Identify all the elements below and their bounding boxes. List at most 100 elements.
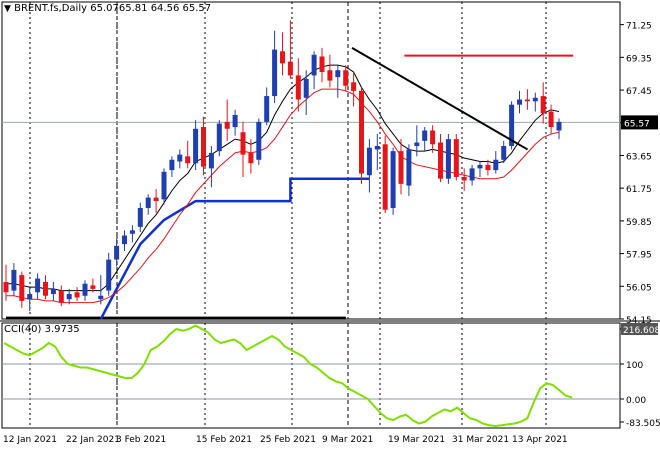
candle-body	[161, 171, 167, 200]
support-line	[99, 177, 370, 320]
candle-body	[295, 75, 301, 100]
y-tick-label: 59.85	[626, 218, 652, 228]
price-tag-box	[621, 115, 658, 130]
candle-body	[493, 159, 499, 171]
y-tick-label: 67.45	[626, 87, 652, 97]
candle-body	[3, 281, 9, 293]
candle-body	[501, 145, 507, 160]
candle-body	[382, 144, 388, 210]
cci-tick-label: 100	[626, 361, 643, 371]
candle-body	[43, 281, 48, 296]
candle-body	[232, 115, 238, 128]
candle-body	[201, 127, 206, 167]
candle-body	[414, 142, 420, 146]
candle-body	[311, 54, 317, 76]
y-tick-label: 71.25	[626, 22, 652, 32]
candle-body	[82, 283, 88, 296]
candle-body	[208, 152, 214, 169]
candle-body	[524, 99, 530, 102]
main-chart-frame	[1, 1, 621, 320]
candle-body	[122, 235, 127, 245]
x-tick-label: 9 Mar 2021	[322, 435, 373, 445]
y-tick-label: 63.65	[626, 152, 652, 162]
candle-body	[185, 156, 191, 164]
candle-body	[351, 82, 357, 91]
candle-body	[98, 295, 104, 300]
candle-body	[438, 142, 443, 179]
x-tick-label: 12 Jan 2021	[3, 435, 57, 445]
candle-body	[287, 61, 293, 76]
y-tick-label: 61.75	[626, 185, 652, 195]
x-tick-label: 25 Feb 2021	[260, 435, 316, 445]
candle-body	[169, 159, 175, 171]
candle-body	[335, 70, 341, 78]
indicator-frame	[1, 322, 621, 429]
candle-body	[11, 269, 17, 291]
x-tick-label: 3 Feb 2021	[116, 435, 166, 445]
candle-body	[216, 123, 222, 152]
candle-body	[35, 278, 41, 293]
candle-body	[114, 245, 120, 260]
candle-body	[272, 49, 278, 97]
candle-body	[240, 132, 246, 155]
ema-fast-line	[6, 64, 560, 292]
candle-body	[398, 151, 404, 184]
candle-body	[27, 294, 33, 300]
cci-tick-label: -83.5053	[626, 419, 660, 429]
low-value: 64.56	[150, 3, 180, 14]
close-value: 65.57	[182, 3, 212, 14]
candle-body	[453, 139, 459, 177]
candle-body	[248, 152, 254, 164]
candle-body	[532, 97, 538, 102]
candle-body	[485, 164, 491, 171]
candle-body	[540, 96, 546, 114]
candle-body	[50, 288, 56, 295]
candle-body	[66, 294, 72, 300]
candle-body	[145, 197, 151, 208]
candle-body	[327, 70, 333, 81]
downtrend-line	[351, 47, 529, 151]
candle-body	[343, 70, 349, 86]
y-tick-label: 56.05	[626, 283, 652, 293]
cci-max-tag	[621, 323, 658, 335]
candle-body	[390, 151, 396, 208]
candle-body	[548, 111, 554, 128]
x-tick-label: 31 Mar 2021	[452, 435, 509, 445]
candle-body	[517, 99, 522, 105]
candle-body	[19, 275, 25, 301]
x-tick-label: 22 Jan 2021	[66, 435, 120, 445]
cci-tick-label: 216.608	[623, 326, 660, 336]
candle-body	[556, 121, 562, 131]
candle-body	[193, 128, 199, 164]
candle-body	[469, 168, 475, 181]
candle-body	[90, 285, 96, 289]
candle-body	[406, 149, 412, 186]
candle-body	[477, 164, 483, 169]
open-value: 65.07	[90, 3, 119, 14]
candle-body	[319, 56, 325, 72]
x-tick-label: 19 Mar 2021	[388, 435, 445, 445]
candle-body	[359, 90, 364, 174]
candle-body	[129, 230, 135, 234]
header-bar: ▼ BRENT.fs,Daily 65.0765.81 64.56 65.57	[4, 3, 211, 14]
indicator-label: CCI(40) 3.9735	[4, 324, 80, 335]
candle-body	[58, 290, 64, 303]
candle-body	[422, 130, 428, 141]
candle-body	[509, 104, 515, 146]
cci-line	[3, 324, 573, 428]
candle-body	[366, 147, 372, 176]
symbol-label: BRENT.fs,Daily	[14, 3, 88, 14]
ema-slow-line	[6, 88, 560, 304]
candle-body	[256, 121, 262, 160]
candle-body	[106, 259, 112, 291]
high-value: 65.81	[118, 3, 148, 14]
candle-body	[224, 121, 230, 129]
down-triangle-icon[interactable]: ▼	[4, 4, 11, 14]
y-tick-label: 57.95	[626, 251, 652, 261]
candle-body	[153, 197, 159, 202]
candle-body	[137, 207, 143, 227]
candle-body	[461, 176, 467, 181]
x-tick-label: 15 Feb 2021	[196, 435, 252, 445]
